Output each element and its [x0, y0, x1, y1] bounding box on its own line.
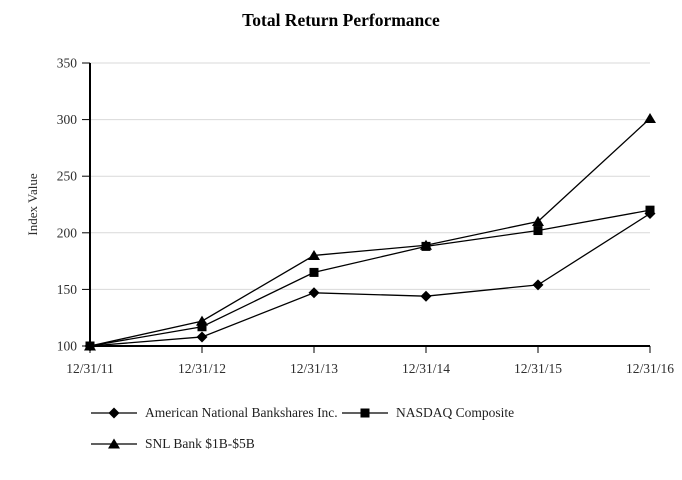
- diamond-line-icon: [91, 407, 137, 419]
- legend-label: American National Bankshares Inc.: [145, 405, 338, 420]
- x-tick-label: 12/31/16: [626, 361, 674, 376]
- legend-label: SNL Bank $1B-$5B: [145, 436, 255, 451]
- legend-item-american-national-bankshares: American National Bankshares Inc.: [91, 404, 338, 422]
- series-american-national-bankshares-inc: [84, 208, 656, 352]
- x-tick-label: 12/31/11: [66, 361, 114, 376]
- y-tick-label: 350: [57, 56, 78, 71]
- square-line-icon: [342, 408, 388, 418]
- chart-title: Total Return Performance: [242, 10, 440, 30]
- legend-item-snl-bank: SNL Bank $1B-$5B: [91, 435, 255, 453]
- y-axis-title: Index Value: [25, 173, 40, 235]
- y-axis: 100 150 200 250 300 350 Index Value: [25, 56, 91, 354]
- legend-item-nasdaq-composite: NASDAQ Composite: [342, 404, 514, 422]
- series-snl-bank-1b-5b: [84, 112, 656, 351]
- triangle-line-icon: [91, 438, 137, 449]
- x-axis: 12/31/11 12/31/12 12/31/13 12/31/14 12/31/15…: [66, 345, 674, 376]
- legend-label: NASDAQ Composite: [396, 405, 515, 420]
- legend-row-1: American National Bankshares Inc. NASDAQ…: [0, 404, 682, 422]
- y-tick-label: 200: [57, 225, 78, 240]
- x-tick-label: 12/31/15: [514, 361, 562, 376]
- series-nasdaq-composite: [85, 205, 655, 351]
- x-tick-label: 12/31/14: [402, 361, 450, 376]
- y-tick-label: 100: [57, 339, 78, 354]
- x-tick-label: 12/31/12: [178, 361, 226, 376]
- gridlines: [90, 62, 650, 290]
- y-tick-label: 250: [57, 169, 78, 184]
- y-tick-label: 150: [57, 282, 78, 297]
- y-tick-label: 300: [57, 112, 78, 127]
- x-tick-label: 12/31/13: [290, 361, 338, 376]
- legend-row-2: SNL Bank $1B-$5B: [0, 435, 682, 453]
